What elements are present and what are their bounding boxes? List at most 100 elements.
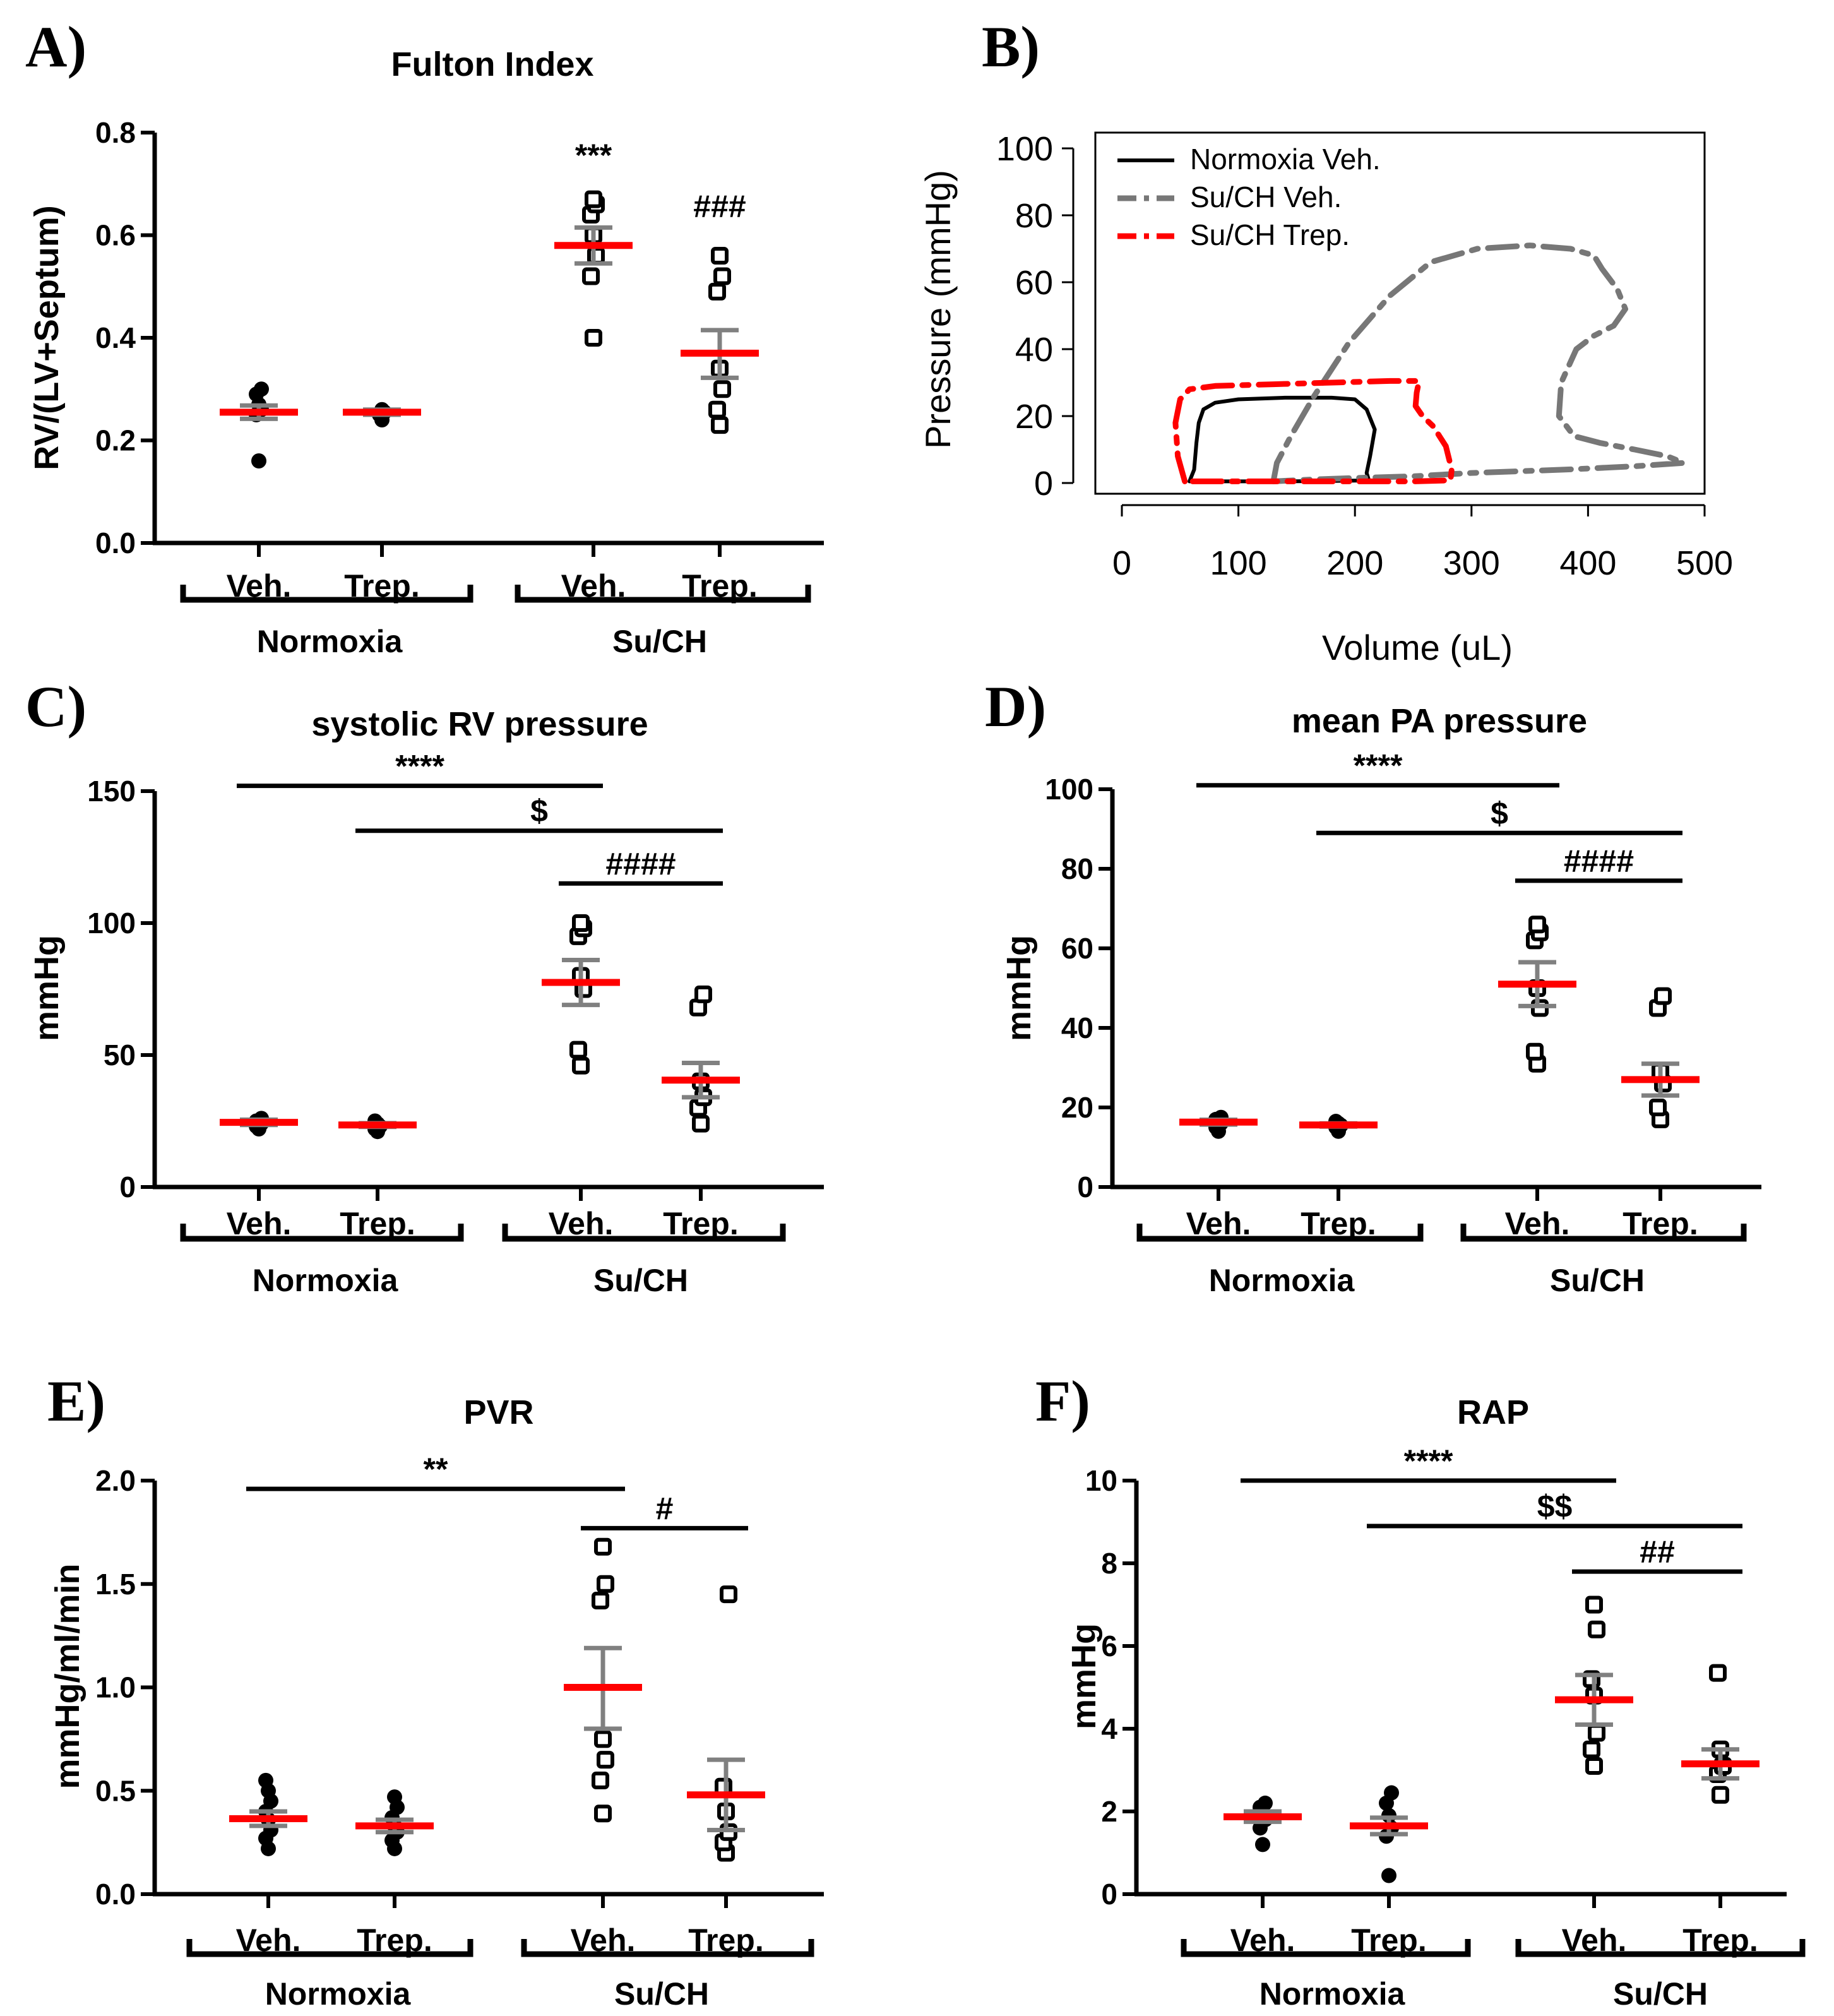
x-tick-label: 400 xyxy=(1559,544,1616,582)
panel-label: F) xyxy=(1035,1369,1090,1433)
significance-label: *** xyxy=(575,138,612,173)
category-label: Veh. xyxy=(227,1206,292,1241)
y-tick-label: 60 xyxy=(1061,932,1093,965)
group-label: Normoxia xyxy=(1209,1263,1355,1298)
legend-label: Normoxia Veh. xyxy=(1190,143,1381,176)
y-tick-label: 100 xyxy=(87,907,136,939)
y-axis-label: mmHg xyxy=(1065,1623,1103,1729)
data-point xyxy=(251,453,266,468)
significance-label: #### xyxy=(1564,844,1634,879)
y-tick-label: 10 xyxy=(1085,1464,1117,1497)
panel-label: C) xyxy=(25,674,86,739)
y-tick-label: 0.6 xyxy=(95,219,136,252)
y-tick-label: 40 xyxy=(1015,331,1053,369)
data-point xyxy=(1255,1837,1270,1852)
data-point xyxy=(711,247,729,265)
y-axis-label: mmHg xyxy=(28,935,66,1041)
significance-label: **** xyxy=(395,749,444,784)
data-point xyxy=(1588,1620,1605,1638)
data-point xyxy=(708,400,726,419)
group-bracket xyxy=(180,585,473,603)
chart-title: PVR xyxy=(463,1393,533,1431)
chart-title: RAP xyxy=(1457,1393,1529,1431)
series-su-ch-trep xyxy=(1172,378,1455,484)
y-tick-label: 20 xyxy=(1061,1091,1093,1124)
legend: Normoxia Veh. Su/CH Veh. Su/CH Trep. xyxy=(1117,143,1381,251)
significance-label: ### xyxy=(693,189,746,224)
y-tick-label: 2 xyxy=(1101,1795,1117,1828)
group-bracket xyxy=(1515,1939,1806,1957)
data-point xyxy=(1384,1785,1399,1801)
group-label: Normoxia xyxy=(253,1263,399,1298)
panel-c: C) systolic RV pressure 0 50 100 150 mmHg Veh. T… xyxy=(25,674,824,1298)
y-tick-label: 50 xyxy=(104,1039,136,1071)
data-point xyxy=(1585,1596,1603,1614)
legend-label: Su/CH Trep. xyxy=(1190,218,1350,251)
data-point xyxy=(587,247,605,265)
chart-title: mean PA pressure xyxy=(1292,702,1587,740)
panel-label: E) xyxy=(47,1369,105,1433)
y-tick-label: 8 xyxy=(1101,1547,1117,1580)
y-tick-label: 0.0 xyxy=(95,1878,136,1911)
panel-b: B) 0 20 40 60 80 100 0 100 200 300 400 500 Volume (uL… xyxy=(918,15,1733,667)
panel-a: A) Fulton Index 0.0 0.2 0.4 0.6 0.8 RV/(LV+Sept… xyxy=(25,15,824,659)
series-normoxia-veh xyxy=(1188,395,1377,484)
group-label: Normoxia xyxy=(257,624,403,659)
y-tick-label: 4 xyxy=(1101,1712,1117,1745)
group-label: Su/CH xyxy=(593,1263,688,1298)
y-axis-label: RV/(LV+Septum) xyxy=(28,205,66,470)
chart-title: Fulton Index xyxy=(391,45,594,83)
panel-label: B) xyxy=(982,15,1040,79)
data-point xyxy=(594,1804,612,1823)
category-label: Trep. xyxy=(1301,1206,1376,1241)
data-point xyxy=(1709,1664,1727,1682)
x-tick-label: 500 xyxy=(1676,544,1733,582)
panel-label: A) xyxy=(25,15,86,79)
data-point xyxy=(585,329,602,347)
y-tick-label: 0 xyxy=(1034,465,1053,503)
y-axis-label: mmHg xyxy=(1000,935,1038,1041)
y-tick-label: 0.0 xyxy=(95,527,136,559)
significance-label: **** xyxy=(1404,1443,1453,1479)
x-tick-label: 0 xyxy=(1112,544,1131,582)
group-bracket xyxy=(502,1224,786,1242)
category-label: Veh. xyxy=(549,1206,614,1241)
data-point xyxy=(597,1751,614,1769)
data-point xyxy=(1526,1042,1544,1061)
data-point xyxy=(1588,1724,1605,1742)
data-point xyxy=(254,381,269,397)
y-axis-label: mmHg/ml/min xyxy=(49,1563,86,1789)
category-label: Trep. xyxy=(340,1206,415,1241)
group-bracket xyxy=(180,1224,464,1242)
data-point xyxy=(720,1585,737,1604)
y-tick-label: 0 xyxy=(1101,1878,1117,1911)
x-tick-label: 100 xyxy=(1210,544,1267,582)
y-tick-label: 0.2 xyxy=(95,424,136,457)
group-label: Su/CH xyxy=(1613,1976,1708,2012)
group-bracket xyxy=(1460,1224,1747,1242)
y-tick-label: 0.5 xyxy=(95,1774,136,1807)
data-point xyxy=(1654,987,1672,1005)
data-point xyxy=(592,1771,609,1789)
group-bracket xyxy=(1136,1224,1424,1242)
y-tick-label: 80 xyxy=(1061,852,1093,885)
data-point xyxy=(569,1041,587,1059)
y-tick-label: 1.0 xyxy=(95,1671,136,1704)
group-label: Su/CH xyxy=(1550,1263,1645,1298)
data-point xyxy=(1381,1868,1396,1883)
legend-label: Su/CH Veh. xyxy=(1190,181,1342,213)
data-point xyxy=(572,1056,590,1075)
y-tick-label: 150 xyxy=(87,775,136,808)
data-point xyxy=(711,416,729,434)
significance-label: **** xyxy=(1354,748,1403,784)
chart-title: systolic RV pressure xyxy=(311,705,648,743)
group-label: Normoxia xyxy=(1259,1976,1406,2012)
y-tick-label: 6 xyxy=(1101,1630,1117,1662)
x-tick-label: 300 xyxy=(1443,544,1500,582)
data-point xyxy=(708,282,726,301)
y-tick-label: 100 xyxy=(996,130,1053,168)
y-axis-label: Pressure (mmHg) xyxy=(918,170,958,449)
